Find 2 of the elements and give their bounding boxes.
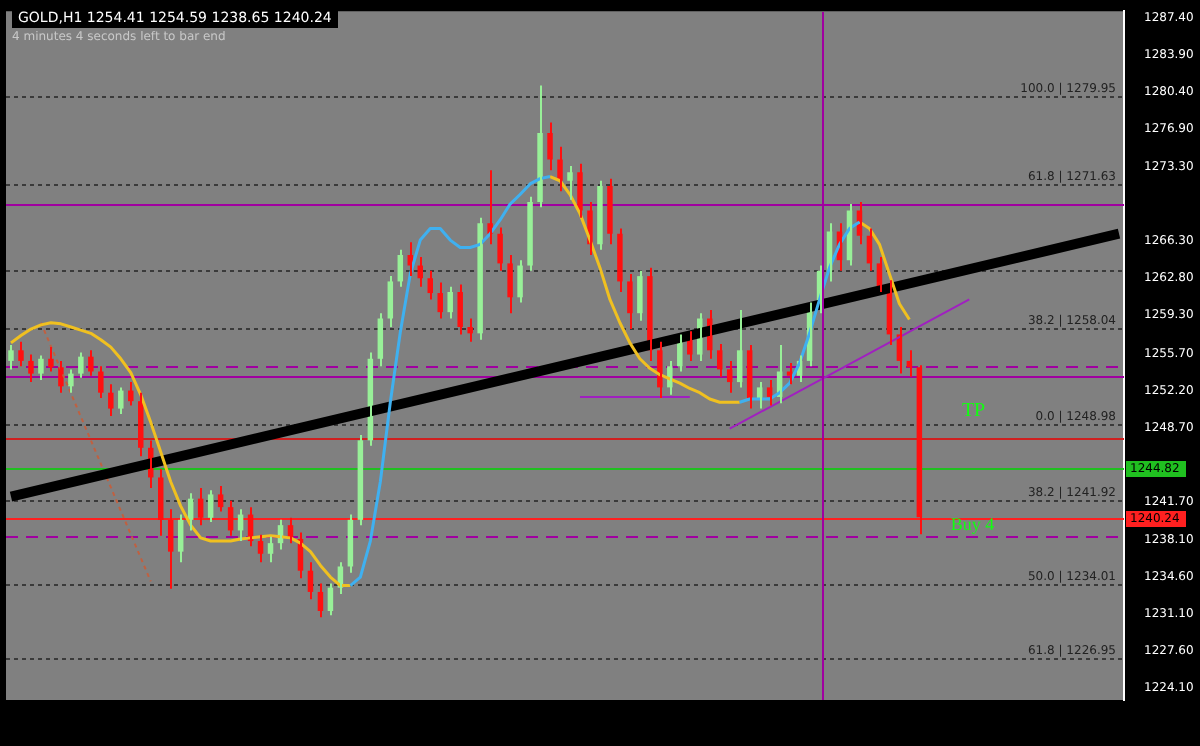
annotation: TP: [961, 400, 986, 423]
annotation: Buy 4: [950, 513, 995, 534]
